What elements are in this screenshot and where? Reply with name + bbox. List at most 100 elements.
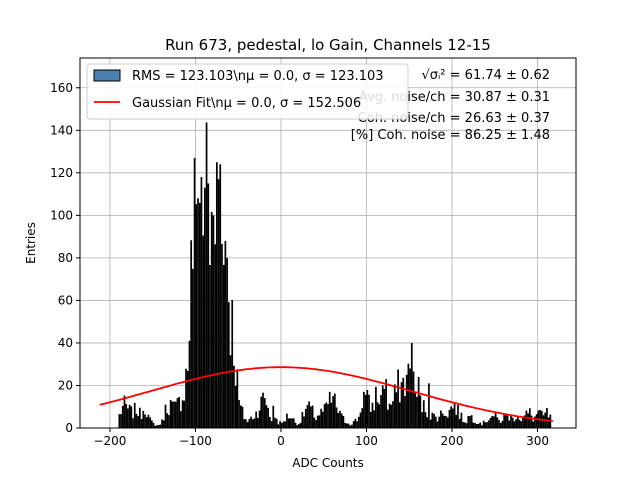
histogram-bar: [332, 395, 334, 428]
legend-label-fit: Gaussian Fit\nμ = 0.0, σ = 152.506: [132, 96, 361, 111]
histogram-bar: [260, 396, 263, 428]
histogram-bar: [121, 405, 124, 428]
histogram-bar: [132, 418, 134, 428]
histogram-bar: [257, 417, 259, 428]
histogram-bar: [171, 401, 174, 428]
histogram-bar: [431, 412, 434, 428]
histogram-bar: [150, 420, 153, 428]
histogram-bar: [489, 417, 492, 428]
histogram-bar: [238, 400, 240, 428]
x-tick-label: 100: [355, 434, 378, 448]
y-tick-label: 60: [58, 293, 73, 307]
histogram-bar: [200, 177, 203, 428]
histogram-bar: [296, 425, 299, 428]
histogram-bar: [532, 421, 535, 428]
histogram-bar: [304, 408, 307, 428]
histogram-bar: [393, 384, 396, 428]
histogram-bar: [263, 398, 266, 428]
histogram-bar: [383, 388, 386, 428]
histogram-bar: [462, 421, 464, 428]
histogram-bar: [375, 386, 377, 428]
histogram-bar: [422, 400, 425, 428]
y-tick-label: 40: [58, 336, 73, 350]
x-tick-label: 200: [441, 434, 464, 448]
histogram-bar: [373, 410, 376, 428]
histogram-bar: [236, 369, 239, 428]
y-axis-ticks: 0 20 40 60 80 100 120 140 160: [50, 81, 80, 435]
histogram-bar: [197, 198, 199, 428]
histogram-bar: [407, 363, 410, 428]
histogram-bar: [173, 401, 175, 428]
histogram-bar: [453, 403, 456, 428]
histogram-bar: [460, 412, 463, 428]
histogram-bar: [265, 405, 268, 428]
histogram-bar: [390, 404, 393, 428]
histogram-bar: [310, 406, 312, 428]
histogram-bar: [496, 417, 499, 428]
histogram-bar: [345, 423, 348, 428]
histogram-bar: [364, 394, 367, 428]
histogram-bar: [434, 416, 437, 428]
histogram-bar: [416, 396, 418, 428]
histogram-bar: [520, 421, 523, 428]
histogram-bar: [255, 411, 258, 428]
histogram-bar: [298, 424, 300, 428]
histogram-bar: [275, 418, 278, 428]
histogram-bar: [190, 240, 193, 428]
x-axis-ticks: −200 −100 0 100 200 300: [93, 428, 549, 448]
legend: RMS = 123.103\nμ = 0.0, σ = 123.103 Gaus…: [86, 63, 409, 120]
histogram-bar: [204, 187, 206, 428]
histogram-bar: [280, 423, 283, 428]
histogram-bar: [546, 408, 548, 428]
histogram-bar: [253, 418, 256, 428]
histogram-bar: [192, 268, 194, 428]
histogram-bar: [412, 371, 415, 428]
histogram-bar: [380, 395, 382, 428]
histogram-bar: [436, 421, 439, 428]
histogram-bar: [188, 340, 191, 428]
histogram-bar: [315, 419, 317, 428]
histogram-bar: [294, 422, 297, 428]
histogram-bar: [378, 404, 381, 428]
histogram-bar: [123, 395, 126, 428]
histogram-bar: [316, 415, 319, 428]
histogram-bar: [215, 162, 218, 428]
histogram-bar: [424, 412, 427, 428]
histogram-bar: [506, 415, 509, 428]
histogram-bar: [181, 400, 184, 428]
histogram-bar: [125, 403, 128, 428]
histogram-bar: [477, 423, 480, 428]
histogram-bar: [130, 406, 133, 428]
histogram-bar: [227, 302, 230, 428]
histogram-bar: [323, 404, 326, 428]
histogram-bar: [525, 410, 528, 428]
histogram-bar: [284, 421, 287, 428]
histogram-bar: [455, 414, 458, 428]
histogram-bar: [164, 404, 167, 428]
annotation-coh-percent: [%] Coh. noise = 86.25 ± 1.48: [351, 128, 550, 143]
axes-frame: [79, 57, 577, 429]
y-tick-label: 140: [50, 123, 73, 137]
histogram-bar: [474, 423, 476, 428]
x-tick-label: 0: [277, 434, 285, 448]
histogram-bar: [486, 422, 488, 428]
histogram-bar: [210, 211, 213, 428]
histogram-bar: [272, 405, 275, 428]
histogram-bar: [239, 405, 242, 428]
histogram-bar: [398, 402, 401, 428]
histogram-bar: [133, 402, 136, 428]
histogram-bar: [147, 414, 150, 428]
histogram-bar: [349, 425, 352, 428]
histogram-bar: [248, 418, 251, 428]
histogram-bar: [429, 419, 432, 428]
histogram-bar: [534, 416, 536, 428]
histogram-bar: [286, 413, 288, 428]
histogram-bar: [339, 410, 341, 428]
histogram-bar: [219, 164, 222, 428]
histogram-bar: [161, 419, 163, 428]
histogram-bar: [245, 419, 247, 428]
histogram-bar: [513, 421, 516, 428]
histogram-bar: [508, 420, 511, 428]
histogram-bar: [501, 420, 504, 428]
histogram-bar: [505, 413, 507, 428]
